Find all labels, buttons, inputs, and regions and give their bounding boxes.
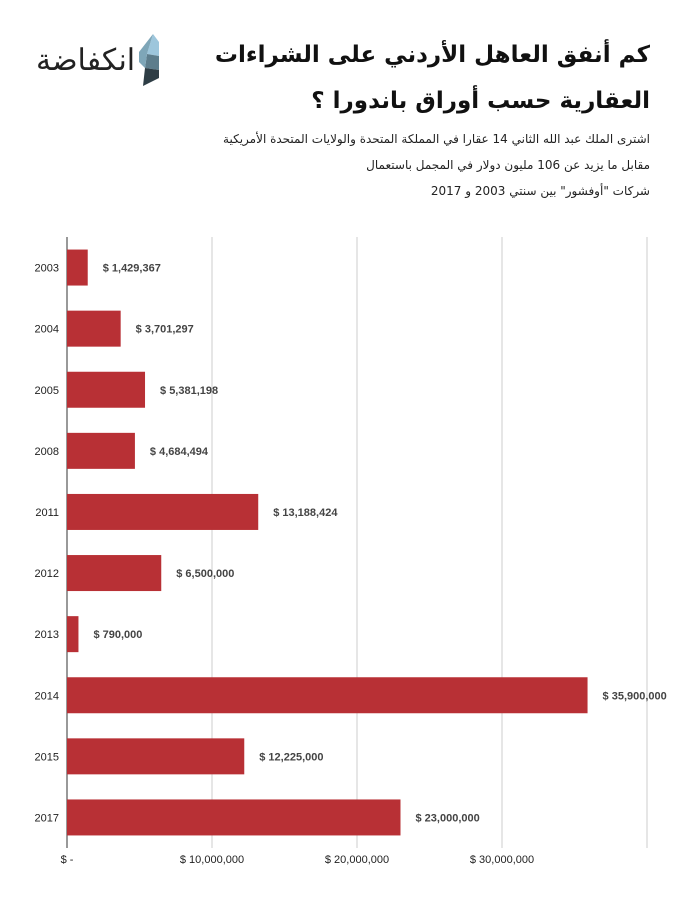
y-tick-label: 2017	[35, 812, 59, 824]
logo-text: انكفاضة	[36, 42, 136, 78]
data-label: $ 1,429,367	[103, 263, 161, 275]
subtitle-line: اشترى الملك عبد الله الثاني 14 عقارا في …	[223, 132, 650, 146]
bar	[67, 677, 588, 714]
data-label: $ 23,000,000	[416, 812, 480, 824]
logo: انكفاضة	[36, 34, 160, 86]
data-label: $ 12,225,000	[259, 751, 323, 763]
y-tick-label: 2004	[35, 324, 59, 336]
y-tick-label: 2013	[35, 629, 59, 641]
bar	[67, 616, 79, 653]
x-tick-label: $ 20,000,000	[325, 854, 389, 866]
y-tick-label: 2008	[35, 446, 59, 458]
data-label: $ 4,684,494	[150, 446, 209, 458]
bar	[67, 310, 121, 347]
bar	[67, 799, 401, 836]
logo-mark-icon	[139, 34, 160, 86]
x-tick-label: $ -	[61, 854, 74, 866]
subtitle: اشترى الملك عبد الله الثاني 14 عقارا في …	[223, 126, 650, 204]
y-tick-label: 2003	[35, 263, 59, 275]
data-label: $ 5,381,198	[160, 385, 218, 397]
y-tick-label: 2012	[35, 568, 59, 580]
bar	[67, 432, 135, 469]
bar	[67, 371, 146, 408]
y-tick-label: 2015	[35, 751, 59, 763]
data-label: $ 13,188,424	[273, 507, 338, 519]
bar	[67, 249, 88, 286]
chart-title-line1: كم أنفق العاهل الأردني على الشراءات	[214, 42, 650, 68]
header: كم أنفق العاهل الأردني على الشراءات العق…	[215, 32, 650, 204]
data-label: $ 6,500,000	[176, 568, 234, 580]
y-tick-label: 2005	[35, 385, 59, 397]
bar	[67, 738, 245, 775]
data-label: $ 3,701,297	[136, 324, 194, 336]
y-tick-label: 2014	[35, 690, 59, 702]
data-label: $ 35,900,000	[603, 690, 667, 702]
chart-title-line2: العقارية حسب أوراق باندورا ؟	[311, 88, 650, 114]
subtitle-line: مقابل ما يزيد عن 106 مليون دولار في المج…	[366, 158, 650, 172]
y-tick-label: 2011	[35, 507, 59, 519]
bar	[67, 555, 162, 592]
x-tick-label: $ 10,000,000	[180, 854, 244, 866]
bar	[67, 493, 259, 530]
data-label: $ 790,000	[93, 629, 142, 641]
x-tick-label: $ 30,000,000	[470, 854, 534, 866]
subtitle-line: شركات "أوفشور" بين سنتي 2003 و 2017	[430, 184, 650, 198]
